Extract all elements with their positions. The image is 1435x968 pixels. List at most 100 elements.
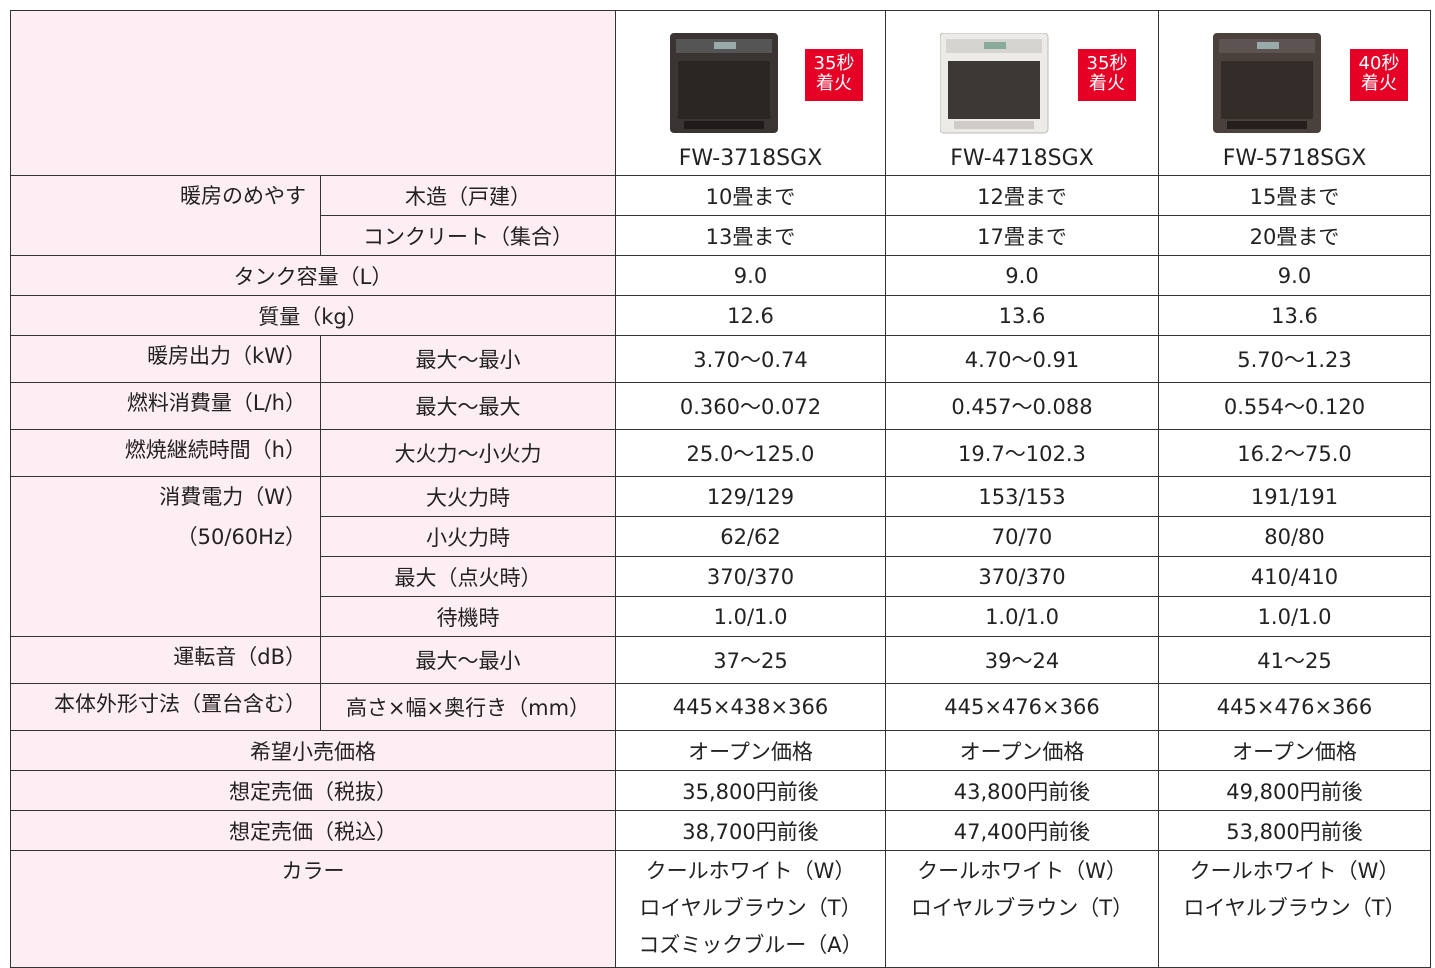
value-cell: 12.6 [615,295,886,336]
row-sublabel: 最大～最小 [320,335,616,383]
row-label-line: 質量（kg） [258,304,368,329]
table-row: 質量（kg） 12.6 13.6 13.6 [10,295,1431,336]
value-cell: 20畳まで [1158,215,1431,256]
table-row: コンクリート（集合） 13畳まで 17畳まで 20畳まで [11,215,1431,256]
model-cell: 35秒 着火 FW-4718SGX [885,10,1159,176]
value-cell: 0.360～0.072 [615,382,886,430]
value-cell: 15畳まで [1158,175,1431,216]
value-cell: クールホワイト（W） ロイヤルブラウン（T） [1158,850,1431,968]
value-cell: 62/62 [615,516,886,557]
ignition-badge: 40秒 着火 [1350,49,1408,101]
ignition-badge: 35秒 着火 [1078,49,1136,101]
value-line: ロイヤルブラウン（T） [1183,896,1406,920]
row-label-line: 想定売価（税抜） [229,779,397,804]
value-cell: 80/80 [1158,516,1431,557]
row-label-line: 燃焼継続時間（h） [124,438,306,462]
table-row: 想定売価（税抜） 35,800円前後 43,800円前後 49,800円前後 [10,770,1431,811]
value-cell: 17畳まで [885,215,1159,256]
row-sublabel: 大火力～小火力 [320,429,616,477]
model-name: FW-3718SGX [678,146,823,171]
value-cell: 445×438×366 [615,683,886,731]
row-label: カラー [10,850,616,968]
corner-cell [10,10,616,176]
value-line: コズミックブルー（A） [638,933,863,957]
table-row: 暖房のめやす 木造（戸建） 10畳まで 12畳まで 15畳まで [10,175,1431,256]
table-row: 希望小売価格 オープン価格 オープン価格 オープン価格 [10,730,1431,771]
heater-image [1213,33,1321,133]
row-label-line: （50/60Hz） [176,525,306,549]
table-row: 最大（点火時） 370/370 370/370 410/410 [11,556,1431,597]
row-label-line: 本体外形寸法（置台含む） [54,692,306,716]
table-row: 本体外形寸法（置台含む） 高さ×幅×奥行き（mm） 445×438×366 445×4… [10,683,1431,731]
value-cell: 1.0/1.0 [885,596,1159,637]
row-label: 質量（kg） [10,295,616,336]
value-cell: 445×476×366 [885,683,1159,731]
row-label-line: カラー [281,859,345,883]
value-cell: クールホワイト（W） ロイヤルブラウン（T） [885,850,1159,968]
value-cell: オープン価格 [885,730,1159,771]
row-sublabel: 小火力時 [320,516,616,557]
row-sublabel: 待機時 [320,596,616,637]
row-label-line: 燃料消費量（L/h） [126,391,306,415]
value-cell: オープン価格 [1158,730,1431,771]
value-cell: 0.457～0.088 [885,382,1159,430]
value-cell: 1.0/1.0 [615,596,886,637]
value-cell: 37～25 [615,636,886,684]
value-cell: 9.0 [885,255,1159,296]
value-cell: 49,800円前後 [1158,770,1431,811]
value-cell: 35,800円前後 [615,770,886,811]
row-label-line: 運転音（dB） [173,645,306,669]
value-line: クールホワイト（W） [1189,859,1400,883]
model-cell: 40秒 着火 FW-5718SGX [1158,10,1431,176]
row-label: 想定売価（税抜） [10,770,616,811]
value-cell: 3.70～0.74 [615,335,886,383]
row-label: 想定売価（税込） [10,810,616,851]
value-cell: 9.0 [615,255,886,296]
value-cell: 70/70 [885,516,1159,557]
value-cell: 19.7～102.3 [885,429,1159,477]
row-sublabel: 木造（戸建） [320,175,616,216]
heater-image [940,33,1049,134]
model-name: FW-5718SGX [1222,146,1367,171]
value-cell: 16.2～75.0 [1158,429,1431,477]
table-row: 運転音（dB） 最大～最小 37～25 39～24 41～25 [10,636,1431,684]
table-row: 想定売価（税込） 38,700円前後 47,400円前後 53,800円前後 [10,810,1431,851]
value-cell: 5.70～1.23 [1158,335,1431,383]
badge-text: 着火 [1089,73,1125,94]
badge-text: 着火 [816,73,852,94]
badge-text: 着火 [1361,73,1397,94]
value-cell: 4.70～0.91 [885,335,1159,383]
model-cell: 35秒 着火 FW-3718SGX [615,10,886,176]
value-cell: 13畳まで [615,215,886,256]
value-cell: 41～25 [1158,636,1431,684]
badge-text: 40秒 [1358,53,1400,74]
value-cell: 410/410 [1158,556,1431,597]
row-label: 暖房出力（kW） [10,335,321,383]
value-cell: 370/370 [885,556,1159,597]
heater-image [670,33,778,133]
value-cell: 39～24 [885,636,1159,684]
badge-text: 35秒 [1086,53,1128,74]
value-cell: 13.6 [1158,295,1431,336]
row-sublabel: 最大～最小 [320,636,616,684]
row-label: 燃料消費量（L/h） [10,382,321,430]
row-label: 運転音（dB） [10,636,321,684]
row-label: 希望小売価格 [10,730,616,771]
row-label: タンク容量（L） [10,255,616,296]
value-cell: 25.0～125.0 [615,429,886,477]
value-cell: 38,700円前後 [615,810,886,851]
value-cell: 1.0/1.0 [1158,596,1431,637]
value-cell: 9.0 [1158,255,1431,296]
row-label-line: タンク容量（L） [233,264,393,289]
table-row: 暖房出力（kW） 最大～最小 3.70～0.74 4.70～0.91 5.70～1.23 [10,335,1431,383]
row-sublabel: 最大～最大 [320,382,616,430]
row-label-line: 希望小売価格 [250,739,376,764]
header-row: 35秒 着火 FW-3718SGX 35秒 着火 FW-4718SGX 40秒 着火 … [10,10,1431,176]
value-cell: 191/191 [1158,476,1431,517]
value-cell: 12畳まで [885,175,1159,216]
row-label-line: 暖房のめやす [180,184,306,208]
value-cell: 53,800円前後 [1158,810,1431,851]
value-cell: 370/370 [615,556,886,597]
table-row: タンク容量（L） 9.0 9.0 9.0 [10,255,1431,296]
value-line: クールホワイト（W） [917,859,1127,883]
